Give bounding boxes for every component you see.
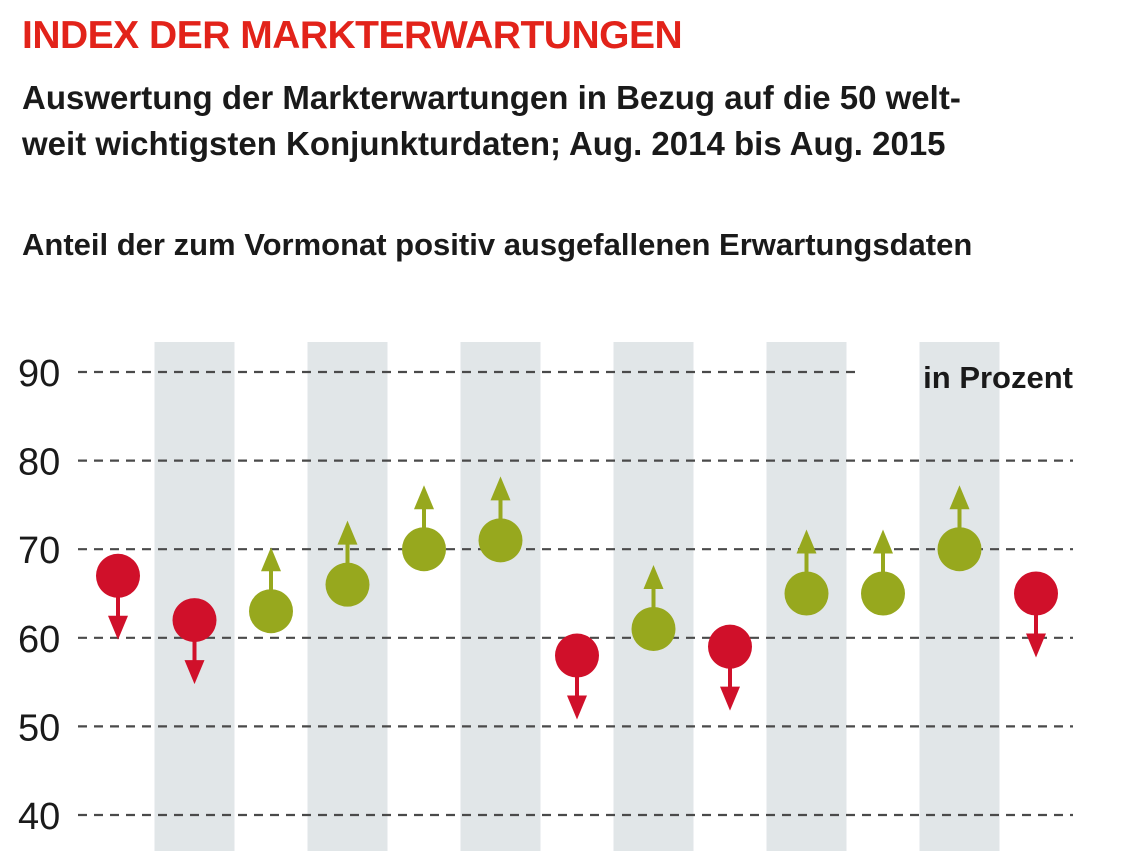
subtitle-line-1: Auswertung der Markterwartungen in Bezug… <box>22 79 961 116</box>
y-axis-ticks: 40 50 60 70 80 90 <box>18 353 60 838</box>
point-marker <box>325 562 370 607</box>
column-stripe <box>919 342 1000 851</box>
data-point-down <box>1014 571 1058 658</box>
data-point-up <box>861 529 905 616</box>
point-marker <box>172 598 217 643</box>
data-point-down <box>96 553 140 640</box>
arrow-down-icon <box>720 686 740 711</box>
arrow-down-icon <box>108 615 128 640</box>
data-point-up <box>402 485 446 572</box>
point-marker <box>861 571 905 616</box>
y-tick-label: 60 <box>18 619 60 661</box>
chart-heading: Anteil der zum Vormonat positiv ausgefal… <box>22 227 973 262</box>
y-tick-label: 70 <box>18 530 60 572</box>
scatter-chart: 40 50 60 70 80 90 in Prozent <box>18 342 1073 851</box>
data-point-up <box>249 547 293 634</box>
data-point-up <box>937 485 982 572</box>
point-marker <box>631 606 676 651</box>
subtitle-line-2: weit wichtigsten Konjunkturdaten; Aug. 2… <box>22 125 946 162</box>
arrow-down-icon <box>184 660 205 685</box>
arrow-up-icon <box>414 485 434 510</box>
point-marker <box>1014 571 1058 616</box>
data-point-down <box>172 598 217 685</box>
point-marker <box>249 589 293 634</box>
point-marker <box>708 624 752 669</box>
arrow-down-icon <box>1026 633 1046 658</box>
grid-lines <box>78 370 1073 817</box>
arrow-up-icon <box>337 520 358 545</box>
arrow-down-icon <box>567 695 587 720</box>
data-point-up <box>784 529 829 616</box>
data-point-up <box>325 520 370 607</box>
unit-label: in Prozent <box>923 360 1073 395</box>
data-points <box>96 476 1058 720</box>
arrow-up-icon <box>949 485 970 510</box>
point-marker <box>402 527 446 572</box>
y-tick-label: 90 <box>18 353 60 395</box>
arrow-up-icon <box>873 529 893 554</box>
y-tick-label: 80 <box>18 442 60 484</box>
point-marker <box>96 553 140 598</box>
chart-subtitle: Auswertung der Markterwartungen in Bezug… <box>22 75 1122 167</box>
arrow-up-icon <box>490 476 511 501</box>
column-stripe <box>460 342 541 851</box>
y-tick-label: 50 <box>18 707 60 749</box>
point-marker <box>478 518 523 563</box>
point-marker <box>784 571 829 616</box>
arrow-up-icon <box>796 529 817 554</box>
data-point-down <box>555 633 599 720</box>
arrow-up-icon <box>261 547 281 572</box>
data-point-down <box>708 624 752 711</box>
data-point-up <box>631 564 676 651</box>
arrow-up-icon <box>643 564 664 589</box>
y-tick-label: 40 <box>18 796 60 838</box>
chart-title: INDEX DER MARKTERWARTUNGEN <box>22 14 683 57</box>
column-stripe <box>154 342 235 851</box>
point-marker <box>555 633 599 678</box>
point-marker <box>937 527 982 572</box>
data-point-up <box>478 476 523 563</box>
